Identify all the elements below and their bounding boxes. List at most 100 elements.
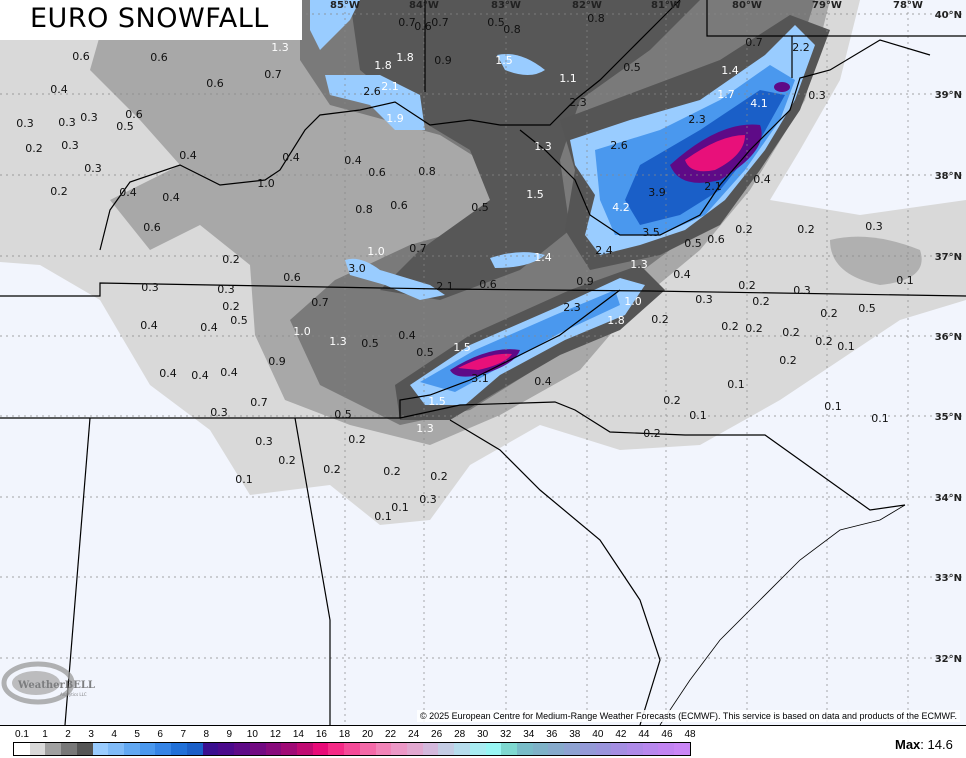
snowfall-value-label: 1.0 xyxy=(367,245,385,258)
legend-color-cell xyxy=(249,743,266,755)
snowfall-value-label: 0.4 xyxy=(534,375,552,388)
snowfall-value-label: 0.4 xyxy=(753,173,771,186)
snowfall-value-label: 0.5 xyxy=(230,314,248,327)
snowfall-value-label: 0.3 xyxy=(58,116,76,129)
snowfall-value-label: 0.2 xyxy=(643,427,661,440)
snowfall-value-label: 0.5 xyxy=(416,346,434,359)
snowfall-value-label: 2.3 xyxy=(563,301,581,314)
snow-oh2-blue xyxy=(497,54,545,75)
legend-color-cell xyxy=(454,743,470,755)
legend-labels: 0.1 1 2 3 4 5 6 7 8 9 10 12 14 16 18 20 22 24 26 28 30 32 34 36… xyxy=(0,729,700,741)
legend-tick-label: 48 xyxy=(684,729,696,740)
snowfall-value-label: 0.7 xyxy=(398,16,416,29)
snowfall-value-label: 0.6 xyxy=(414,20,432,33)
svg-text:WeatherBELL: WeatherBELL xyxy=(17,680,95,691)
legend-color-cell xyxy=(171,743,187,755)
ga-sc-border xyxy=(449,419,661,725)
snowfall-value-label: 1.4 xyxy=(721,64,739,77)
legend-color-cell xyxy=(359,743,376,755)
snowfall-value-label: 0.2 xyxy=(752,295,770,308)
snowfall-value-label: 0.1 xyxy=(896,274,914,287)
snowfall-value-label: 0.6 xyxy=(150,51,168,64)
snowfall-value-label: 3.0 xyxy=(348,262,366,275)
snowfall-value-label: 0.5 xyxy=(684,237,702,250)
snowfall-value-label: 2.6 xyxy=(610,139,628,152)
snowfall-value-label: 0.2 xyxy=(50,185,68,198)
snowfall-value-label: 0.4 xyxy=(200,321,218,334)
snowfall-value-label: 2.6 xyxy=(363,85,381,98)
snowfall-value-label: 0.3 xyxy=(695,293,713,306)
legend-tick-label: 24 xyxy=(408,729,420,740)
snowfall-value-label: 2.1 xyxy=(704,180,722,193)
latitude-label: 34°N xyxy=(935,493,962,504)
latitude-label: 32°N xyxy=(935,654,962,665)
latitude-label: 33°N xyxy=(935,573,962,584)
snowfall-value-label: 0.2 xyxy=(430,470,448,483)
snowfall-value-label: 0.7 xyxy=(264,68,282,81)
snowfall-value-label: 2.2 xyxy=(792,41,810,54)
longitude-label: 81°W xyxy=(651,0,681,11)
snowfall-value-label: 1.7 xyxy=(717,88,735,101)
legend-tick-label: 1 xyxy=(42,729,48,740)
snowfall-value-label: 0.3 xyxy=(16,117,34,130)
legend-tick-label: 2 xyxy=(65,729,71,740)
snowfall-value-label: 0.9 xyxy=(434,54,452,67)
legend-tick-label: 12 xyxy=(269,729,281,740)
snowfall-value-label: 0.2 xyxy=(797,223,815,236)
snowfall-value-label: 0.4 xyxy=(398,329,416,342)
legend-tick-label: 6 xyxy=(157,729,163,740)
snow-1-2-area-east xyxy=(830,236,922,285)
legend-tick-label: 22 xyxy=(384,729,397,740)
snowfall-value-label: 1.5 xyxy=(428,395,446,408)
snowfall-value-label: 0.5 xyxy=(116,120,134,133)
legend-color-cell xyxy=(202,743,219,755)
snowfall-value-label: 1.0 xyxy=(624,295,642,308)
snowfall-value-label: 1.0 xyxy=(293,325,311,338)
legend-tick-label: 10 xyxy=(246,729,258,740)
snowfall-value-label: 0.3 xyxy=(210,406,228,419)
legend-color-cell xyxy=(76,743,93,755)
legend-color-cell xyxy=(422,743,439,755)
snowfall-value-label: 1.8 xyxy=(607,314,625,327)
legend-tick-label: 8 xyxy=(203,729,210,740)
snowfall-value-label: 0.5 xyxy=(623,61,641,74)
snowfall-value-label: 0.7 xyxy=(745,36,763,49)
snowfall-value-label: 0.3 xyxy=(808,89,826,102)
snowfall-value-label: 0.6 xyxy=(368,166,386,179)
snowfall-value-label: 0.2 xyxy=(383,465,401,478)
snowfall-value-label: 1.0 xyxy=(257,177,275,190)
pa-border xyxy=(706,0,966,37)
snowfall-value-label: 0.6 xyxy=(390,199,408,212)
snowfall-value-label: 0.5 xyxy=(487,16,505,29)
legend-color-cell xyxy=(485,743,502,755)
legend: 0.1 1 2 3 4 5 6 7 8 9 10 12 14 16 18 20 22 24 26 28 30 32 34 36… xyxy=(0,725,966,758)
snowfall-value-label: 0.2 xyxy=(745,322,763,335)
legend-color-cell xyxy=(391,743,407,755)
legend-color-cell xyxy=(61,743,77,755)
snowfall-value-label: 0.6 xyxy=(125,108,143,121)
longitude-label: 83°W xyxy=(491,0,521,11)
snowfall-value-label: 1.8 xyxy=(374,59,392,72)
legend-color-cell xyxy=(642,743,659,755)
snowfall-value-label: 0.3 xyxy=(217,283,235,296)
legend-color-cell xyxy=(501,743,517,755)
snowfall-value-label: 1.5 xyxy=(495,54,513,67)
legend-color-cell xyxy=(124,743,140,755)
snowfall-value-label: 1.4 xyxy=(534,251,552,264)
legend-color-cell xyxy=(674,743,690,755)
legend-color-cell xyxy=(296,743,313,755)
snowfall-value-label: 0.8 xyxy=(587,12,605,25)
snowfall-value-label: 0.3 xyxy=(61,139,79,152)
snowfall-value-label: 0.1 xyxy=(391,501,409,514)
legend-color-cell xyxy=(579,743,596,755)
legend-tick-label: 26 xyxy=(431,729,443,740)
snowfall-value-label: 0.6 xyxy=(72,50,90,63)
latitude-label: 38°N xyxy=(935,171,962,182)
legend-color-cell xyxy=(29,743,46,755)
longitude-label: 84°W xyxy=(409,0,439,11)
legend-color-cell xyxy=(517,743,533,755)
longitude-label: 79°W xyxy=(812,0,842,11)
legend-color-cell xyxy=(406,743,423,755)
snowfall-value-label: 0.2 xyxy=(651,313,669,326)
snowfall-value-label: 1.5 xyxy=(453,341,471,354)
